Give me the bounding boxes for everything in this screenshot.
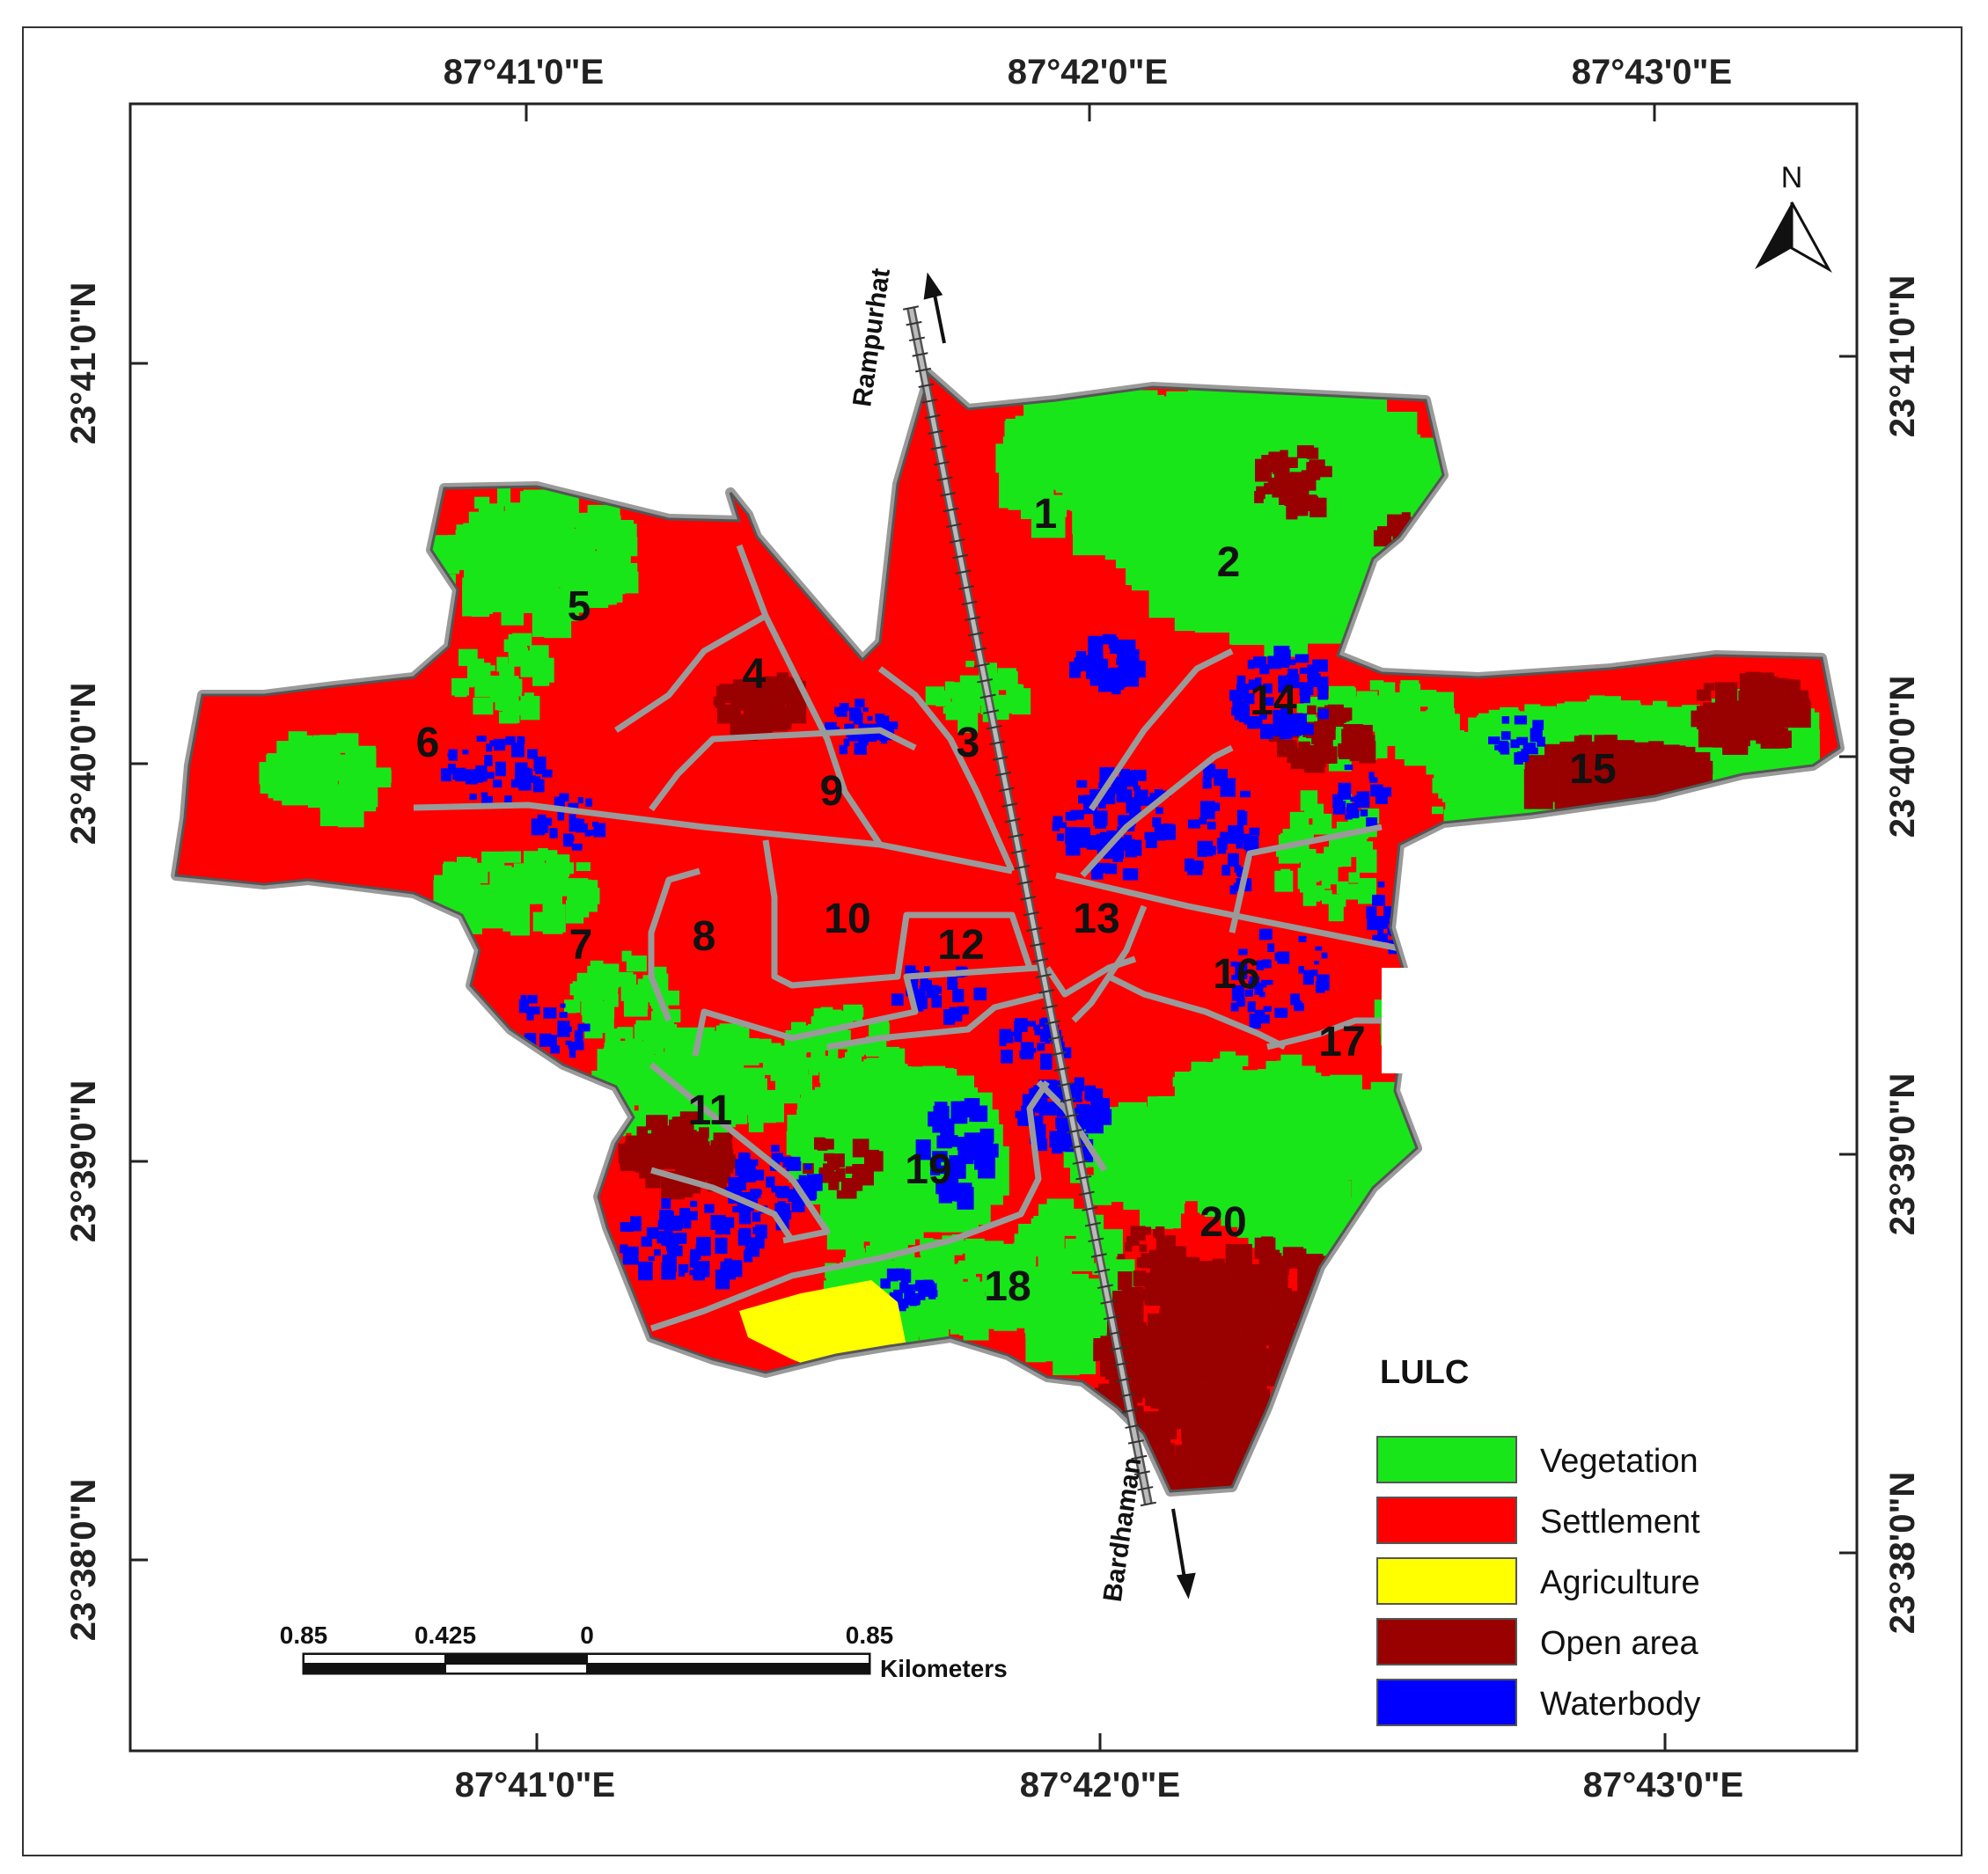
railway-arrows	[923, 272, 1196, 1599]
ward-label-1: 1	[1034, 491, 1058, 538]
ward-label-18: 18	[984, 1263, 1031, 1310]
ward-boundaries	[413, 544, 1409, 1332]
lat-label-right-1: 23°41'0"N	[1883, 275, 1922, 438]
lat-label-right-3: 23°39'0"N	[1883, 1073, 1922, 1236]
ward-label-16: 16	[1213, 951, 1259, 998]
north-arrow-right	[1790, 201, 1832, 273]
scale-tick-2: 0	[580, 1621, 594, 1649]
legend-label: Vegetation	[1540, 1443, 1698, 1480]
scale-unit: Kilometers	[880, 1655, 1008, 1682]
lat-label-left-2: 23°40'0"N	[64, 683, 103, 845]
legend-item-vegetation: Vegetation	[1376, 1436, 1698, 1483]
ward-label-7: 7	[569, 922, 593, 969]
lat-label-left-3: 23°39'0"N	[64, 1080, 103, 1243]
scale-tick-0: 0.85	[280, 1621, 328, 1649]
ward-label-10: 10	[824, 896, 870, 942]
legend-label: Settlement	[1540, 1504, 1700, 1541]
legend-swatch	[1376, 1497, 1517, 1544]
lon-label-bottom-3: 87°43'0"E	[1583, 1766, 1743, 1804]
ward-label-20: 20	[1199, 1199, 1246, 1246]
ward-label-9: 9	[820, 768, 844, 815]
legend-item-settlement: Settlement	[1376, 1497, 1700, 1544]
scale-segment-1-top	[303, 1653, 446, 1665]
lat-label-right-4: 23°38'0"N	[1883, 1472, 1922, 1635]
legend-swatch	[1376, 1436, 1517, 1483]
lon-label-top-3: 87°43'0"E	[1572, 53, 1732, 92]
scale-tick-1: 0.425	[414, 1621, 476, 1649]
lat-label-left-4: 23°38'0"N	[64, 1479, 103, 1642]
lon-label-top-1: 87°41'0"E	[444, 53, 604, 92]
ward-label-19: 19	[905, 1146, 951, 1193]
ward-label-6: 6	[416, 720, 440, 766]
ward-label-14: 14	[1250, 677, 1297, 724]
scale-bar: 0.85 0.425 0 0.85 Kilometers	[280, 1621, 1008, 1682]
open-area-patches	[618, 445, 1811, 1491]
lon-label-bottom-2: 87°42'0"E	[1020, 1766, 1180, 1804]
map-notch	[1382, 968, 1426, 1073]
lon-label-bottom-1: 87°41'0"E	[455, 1766, 615, 1804]
legend-swatch	[1376, 1618, 1517, 1665]
ward-label-8: 8	[693, 913, 716, 960]
ward-label-11: 11	[688, 1087, 733, 1134]
ward-label-12: 12	[937, 922, 984, 969]
scale-segment-2-top	[445, 1654, 587, 1664]
scale-segment-3-top	[586, 1653, 870, 1665]
map-outer-frame	[22, 26, 1962, 1856]
scale-segment-3-bottom	[587, 1664, 869, 1673]
legend-item-agriculture: Agriculture	[1376, 1557, 1700, 1605]
north-arrow-label: N	[1781, 161, 1803, 194]
legend-swatch	[1376, 1679, 1517, 1726]
ward-label-13: 13	[1073, 896, 1119, 942]
lat-label-left-1: 23°41'0"N	[64, 282, 103, 445]
lat-label-right-2: 23°40'0"N	[1883, 676, 1922, 838]
ward-label-17: 17	[1318, 1019, 1365, 1065]
railway-line	[902, 305, 1156, 1507]
legend-label: Agriculture	[1540, 1564, 1700, 1601]
ward-label-4: 4	[743, 651, 767, 698]
scale-segment-1-bottom	[304, 1664, 445, 1673]
legend-item-open-area: Open area	[1376, 1618, 1698, 1665]
ward-labels: 1 2 3 4 5 6 7 8 9 10 11 12 13 14 15 16 1…	[416, 491, 1617, 1310]
ward-label-15: 15	[1569, 746, 1616, 793]
ward-label-5: 5	[568, 583, 591, 630]
scale-tick-3: 0.85	[846, 1621, 894, 1649]
north-arrow-left	[1755, 202, 1792, 269]
ward-label-3: 3	[957, 720, 980, 766]
legend: LULC Vegetation Settlement Agriculture Open…	[1376, 1354, 1700, 1726]
lon-label-top-2: 87°42'0"E	[1008, 53, 1168, 92]
map-inner-frame	[128, 102, 1859, 1753]
graticule-ticks	[130, 104, 1857, 1751]
scale-segment-2-bottom	[444, 1663, 588, 1674]
ward-label-2: 2	[1217, 539, 1241, 586]
legend-title: LULC	[1380, 1354, 1469, 1391]
legend-label: Waterbody	[1540, 1686, 1700, 1723]
town-boundary	[174, 370, 1841, 1493]
legend-item-waterbody: Waterbody	[1376, 1679, 1700, 1726]
legend-swatch	[1376, 1557, 1517, 1605]
waterbody-patches	[440, 633, 1545, 1491]
north-arrow: N	[1755, 161, 1832, 273]
legend-label: Open area	[1540, 1625, 1698, 1662]
